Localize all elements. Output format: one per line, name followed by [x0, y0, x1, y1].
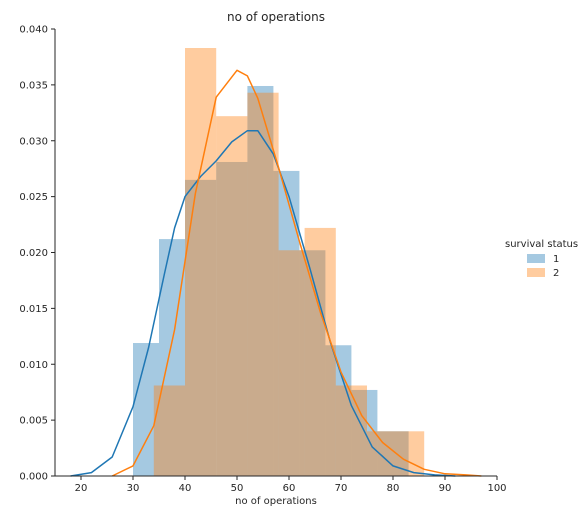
legend: survival status 1 2	[505, 239, 578, 279]
x-tick-label: 90	[439, 483, 452, 494]
kde-curve-series-1	[70, 129, 456, 477]
chart-title: no of operations	[227, 10, 325, 24]
x-ticks: 20 30 40 50 60 70 80 90 100	[75, 476, 507, 494]
hist-bar	[185, 47, 217, 477]
x-tick-label: 60	[283, 483, 296, 494]
hist-bar	[393, 431, 425, 476]
hist-bar	[216, 161, 248, 477]
series-1-bars	[133, 85, 409, 477]
x-tick-label: 30	[127, 483, 140, 494]
x-tick-label: 100	[487, 483, 506, 494]
x-tick-label: 20	[75, 483, 88, 494]
hist-bar	[216, 116, 248, 476]
x-tick-label: 50	[231, 483, 244, 494]
hist-bar	[133, 343, 159, 476]
kde-curve-series-2	[111, 69, 482, 477]
y-tick-label: 0.035	[19, 80, 48, 91]
plot-area	[70, 47, 482, 477]
y-tick-label: 0.020	[19, 248, 48, 259]
y-tick-label: 0.030	[19, 136, 48, 147]
x-tick-label: 40	[179, 483, 192, 494]
legend-title: survival status	[505, 239, 578, 250]
y-tick-label: 0.010	[19, 360, 48, 371]
hist-bar	[273, 170, 300, 477]
x-tick-label: 80	[387, 483, 400, 494]
x-axis-title: no of operations	[235, 496, 317, 507]
hist-bar	[247, 85, 274, 477]
y-tick-label: 0.025	[19, 192, 48, 203]
y-tick-label: 0.015	[19, 304, 48, 315]
series-2-bars	[153, 47, 425, 477]
hist-bar	[335, 385, 367, 476]
hist-bar	[153, 385, 185, 476]
y-tick-label: 0.000	[19, 472, 48, 483]
legend-swatch-1	[527, 254, 545, 263]
legend-swatch-2	[527, 268, 545, 277]
x-tick-label: 70	[335, 483, 348, 494]
hist-bar	[278, 250, 305, 476]
y-tick-label: 0.005	[19, 416, 48, 427]
hist-bar	[247, 92, 279, 476]
y-ticks: 0.000 0.005 0.010 0.015 0.020 0.025 0.030 0.035…	[19, 25, 55, 483]
legend-label-2: 2	[553, 268, 559, 279]
legend-label-1: 1	[553, 254, 559, 265]
y-tick-label: 0.040	[19, 25, 48, 36]
